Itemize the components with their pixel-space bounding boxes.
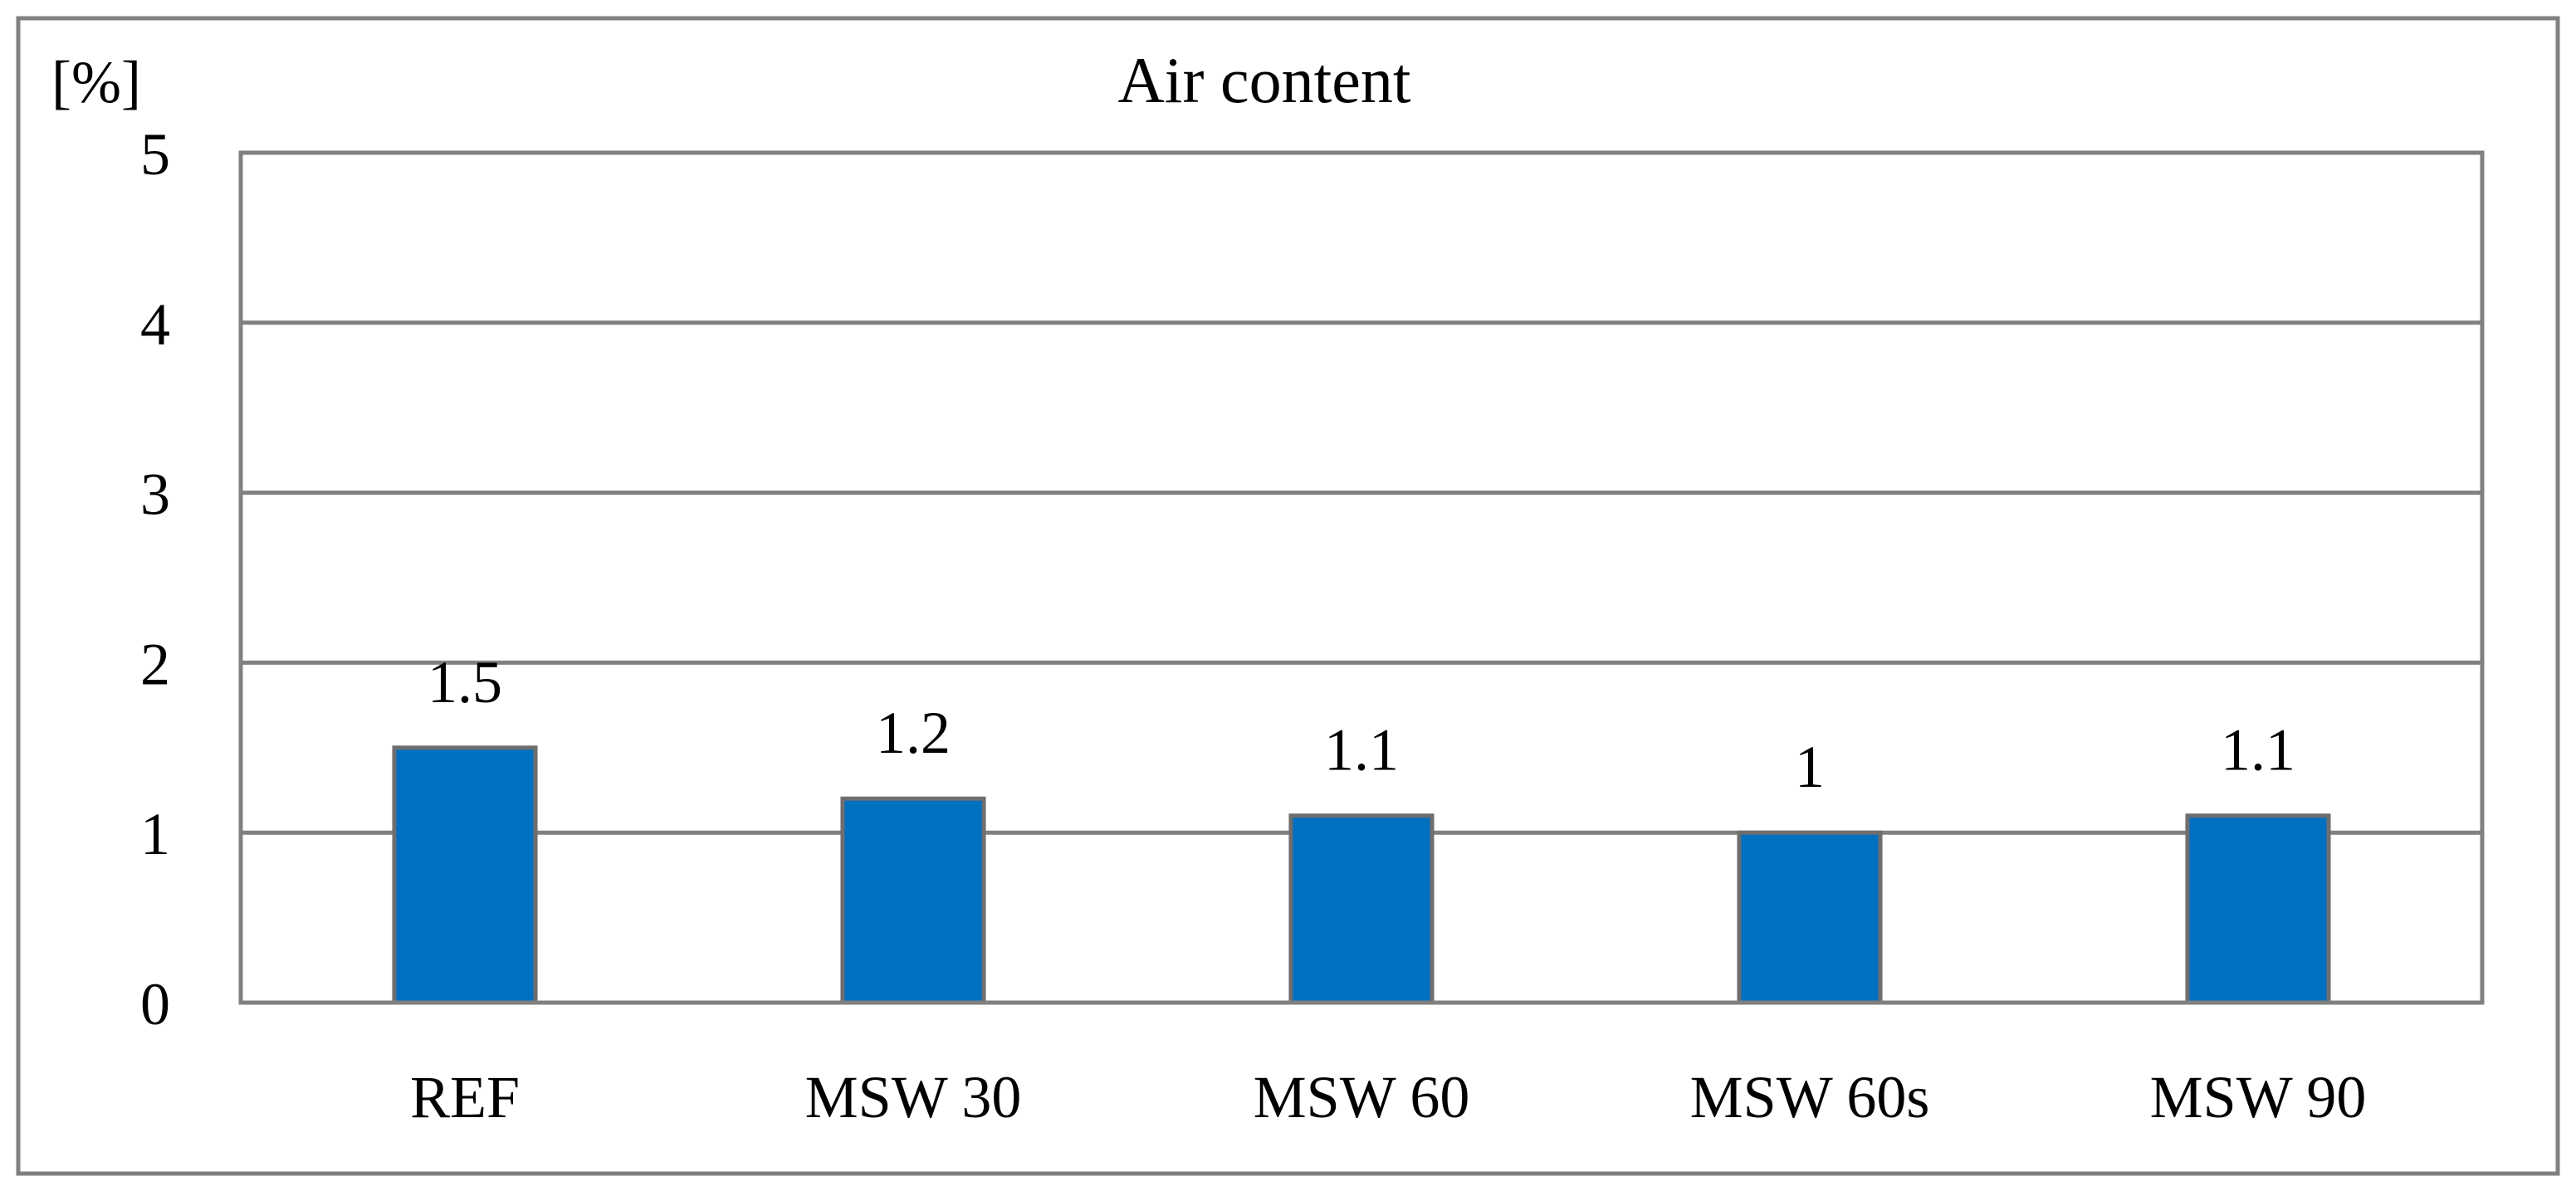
x-tick-label: REF	[410, 1064, 520, 1130]
data-labels: 1.5 1.2 1.1 1 1.1	[428, 649, 2295, 800]
x-axis-ticks: REF MSW 30 MSW 60 MSW 60s MSW 90	[410, 1064, 2366, 1130]
y-axis-ticks: 0 1 2 3 4 5	[140, 121, 170, 1037]
y-tick-label: 1	[140, 801, 170, 867]
y-axis-label: [%]	[51, 49, 141, 115]
bar	[840, 796, 986, 1005]
bar	[2185, 813, 2331, 1005]
y-tick-label: 0	[140, 971, 170, 1037]
x-tick-label: MSW 60	[1254, 1064, 1470, 1130]
y-tick-label: 5	[140, 121, 170, 188]
bar	[1737, 830, 1883, 1005]
x-tick-label: MSW 60s	[1690, 1064, 1930, 1130]
y-tick-label: 3	[140, 461, 170, 528]
data-label: 1.5	[428, 649, 502, 715]
y-tick-label: 4	[140, 291, 170, 358]
data-label: 1	[1795, 734, 1825, 800]
bar	[1288, 813, 1435, 1005]
chart-title: Air content	[1117, 44, 1410, 116]
y-tick-label: 2	[140, 631, 170, 697]
x-tick-label: MSW 90	[2150, 1064, 2367, 1130]
bar	[392, 745, 538, 1005]
plot-area-frame	[238, 150, 2485, 1005]
bars	[392, 745, 2331, 1005]
data-label: 1.1	[2221, 717, 2295, 784]
data-label: 1.2	[876, 700, 951, 766]
data-label: 1.1	[1324, 717, 1399, 784]
x-tick-label: MSW 30	[805, 1064, 1022, 1130]
